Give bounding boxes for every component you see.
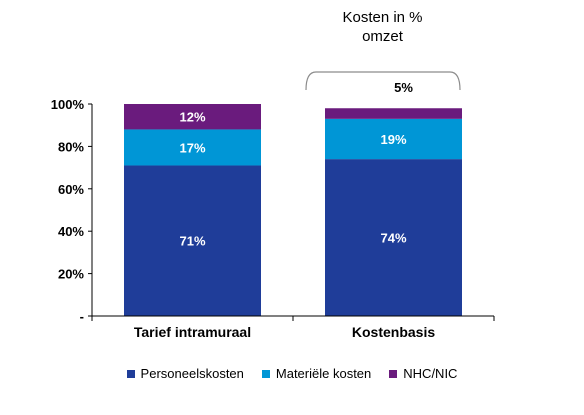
bar-materiele-kosten-kostenbasis bbox=[325, 118, 462, 160]
data-label-nhc-nic-kostenbasis: 5% bbox=[394, 80, 413, 95]
legend-item-personeelskosten: Personeelskosten bbox=[126, 366, 244, 381]
bar-personeelskosten-tarief-intramuraal bbox=[124, 165, 261, 316]
annotation-line-1: Kosten in % bbox=[342, 9, 423, 26]
x-tick-label-tarief-intramuraal: Tarief intramuraal bbox=[134, 324, 251, 340]
data-label-nhc-nic-tarief-intramuraal: 12% bbox=[179, 110, 205, 125]
legend-label-nhc-nic: NHC/NIC bbox=[403, 366, 458, 381]
y-tick-label-20: 20% bbox=[58, 267, 84, 282]
data-label-materiele-kosten-tarief-intramuraal: 17% bbox=[179, 140, 205, 155]
legend-swatch-nhc-nic bbox=[389, 369, 398, 378]
legend-swatch-personeelskosten bbox=[126, 369, 135, 378]
legend-item-materiele-kosten: Materiële kosten bbox=[261, 366, 372, 381]
annotation-brace bbox=[305, 71, 461, 91]
data-label-materiele-kosten-kostenbasis: 19% bbox=[380, 132, 406, 147]
axes-group: Tarief intramuraal Kostenbasis - 20% 40% 60% 8… bbox=[51, 97, 495, 340]
y-tick-label-80: 80% bbox=[58, 139, 84, 154]
legend-item-nhc-nic: NHC/NIC bbox=[389, 366, 457, 381]
bar-materiele-kosten-tarief-intramuraal bbox=[124, 129, 261, 166]
y-tick-label-0: - bbox=[80, 309, 84, 324]
y-tick-label-40: 40% bbox=[58, 224, 84, 239]
y-tick-label-60: 60% bbox=[58, 182, 84, 197]
annotation-label: Kosten in % omzet bbox=[305, 8, 460, 46]
data-label-personeelskosten-tarief-intramuraal: 71% bbox=[179, 234, 205, 249]
bar-nhc-nic-tarief-intramuraal bbox=[124, 104, 261, 130]
legend-label-personeelskosten: Personeelskosten bbox=[140, 366, 244, 381]
bars-group: 71% 17% 12% 74% 19% 5% bbox=[124, 80, 462, 316]
legend-label-materiele-kosten: Materiële kosten bbox=[275, 366, 372, 381]
legend: Personeelskosten Materiële kosten NHC/NI… bbox=[0, 366, 584, 381]
x-tick-label-kostenbasis: Kostenbasis bbox=[352, 324, 435, 340]
legend-swatch-materiele-kosten bbox=[261, 369, 270, 378]
annotation-line-2: omzet bbox=[362, 28, 403, 45]
data-label-personeelskosten-kostenbasis: 74% bbox=[380, 231, 406, 246]
bar-nhc-nic-kostenbasis bbox=[325, 108, 462, 119]
bar-personeelskosten-kostenbasis bbox=[325, 159, 462, 316]
stacked-bar-chart: 71% 17% 12% 74% 19% 5% Tarief intramuraal Kost… bbox=[51, 71, 495, 340]
y-tick-label-100: 100% bbox=[51, 97, 85, 112]
